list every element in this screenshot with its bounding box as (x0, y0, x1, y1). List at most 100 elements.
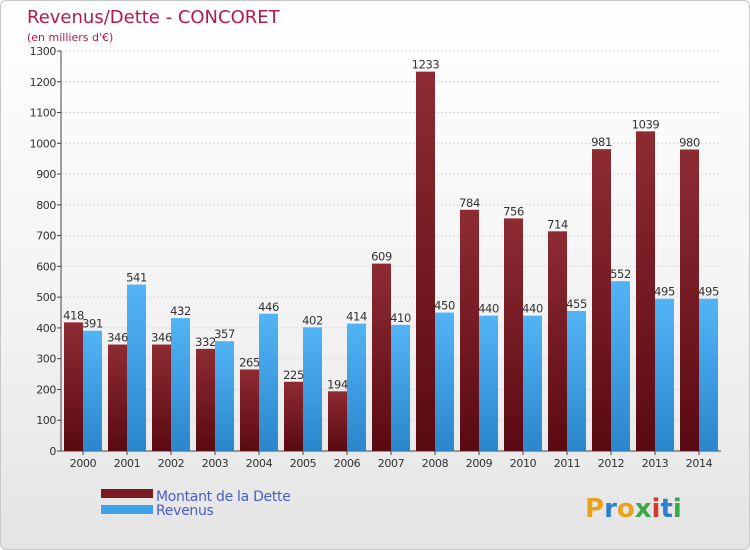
legend: Montant de la Dette Revenus (101, 489, 291, 519)
data-label-revenus: 495 (698, 285, 719, 299)
bar-revenus (171, 318, 190, 451)
data-label-dette: 225 (283, 368, 304, 382)
y-tick-label: 800 (36, 199, 56, 212)
chart-subtitle: (en milliers d'€) (27, 31, 113, 44)
y-tick-label: 1300 (30, 45, 57, 58)
data-label-revenus: 541 (126, 271, 147, 285)
x-tick-label: 2011 (554, 457, 580, 470)
bar-dette (196, 348, 215, 451)
bar-revenus (567, 311, 586, 451)
bar-revenus (655, 298, 674, 451)
x-tick-label: 2002 (158, 457, 184, 470)
legend-swatch-dette (101, 489, 153, 498)
proxiti-logo: Proxiti (585, 494, 682, 524)
y-tick-label: 400 (36, 322, 56, 335)
y-tick-label: 0 (49, 445, 56, 458)
x-tick-label: 2001 (114, 457, 140, 470)
x-tick-label: 2014 (686, 457, 713, 470)
data-label-revenus: 391 (82, 317, 103, 331)
chart-title: Revenus/Dette - CONCORET (27, 7, 281, 28)
bar-dette (372, 263, 391, 451)
logo-letter: P (585, 494, 604, 524)
data-label-dette: 194 (327, 377, 348, 391)
data-label-dette: 346 (151, 331, 172, 345)
data-label-dette: 1233 (412, 58, 440, 72)
bar-revenus (699, 298, 718, 451)
y-tick-label: 1000 (30, 137, 57, 150)
y-tick-label: 100 (36, 414, 56, 427)
bar-dette (592, 149, 611, 451)
bar-revenus (435, 312, 454, 451)
legend-swatch-revenus (101, 505, 153, 514)
data-label-revenus: 414 (346, 310, 367, 324)
bar-dette (108, 344, 127, 451)
bar-dette (64, 322, 83, 451)
data-label-revenus: 446 (258, 300, 279, 314)
x-tick-label: 2004 (246, 457, 273, 470)
data-label-revenus: 440 (522, 302, 543, 316)
data-label-revenus: 495 (654, 285, 675, 299)
data-label-revenus: 432 (170, 304, 191, 318)
x-tick-label: 2013 (642, 457, 669, 470)
data-label-dette: 418 (63, 308, 84, 322)
bar-revenus (127, 284, 146, 451)
x-tick-label: 2010 (510, 457, 537, 470)
data-label-dette: 1039 (632, 117, 660, 131)
bar-revenus (611, 281, 630, 451)
logo-letter: i (673, 494, 682, 524)
x-tick-label: 2012 (598, 457, 624, 470)
logo-letter: o (617, 494, 635, 524)
logo-letter: t (660, 494, 672, 524)
data-label-revenus: 455 (566, 297, 587, 311)
bar-revenus (83, 330, 102, 451)
x-tick-label: 2008 (422, 457, 449, 470)
y-tick-label: 500 (36, 291, 56, 304)
bar-dette (240, 369, 259, 451)
data-label-dette: 714 (547, 217, 568, 231)
x-axis-ticks: 2000 2001 2002 2003 2004 2005 2006 2007 2008 2009… (70, 451, 713, 470)
legend-label-revenus: Revenus (156, 503, 214, 519)
bar-dette (460, 209, 479, 451)
bar-dette (152, 344, 171, 451)
x-tick-label: 2003 (202, 457, 229, 470)
logo-letter: x (635, 494, 652, 524)
data-label-dette: 784 (459, 196, 480, 210)
legend-label-dette: Montant de la Dette (156, 489, 291, 505)
y-axis-ticks: 0 100 200 300 400 500 600 700 800 900 1000 1100 1200… (30, 45, 61, 458)
y-tick-label: 1200 (30, 76, 57, 89)
bar-dette (328, 391, 347, 451)
bar-dette (548, 231, 567, 451)
data-label-dette: 981 (591, 135, 612, 149)
data-label-revenus: 410 (390, 311, 411, 325)
y-tick-label: 600 (36, 260, 56, 273)
bar-dette (416, 71, 435, 451)
logo-letter: r (604, 494, 617, 524)
data-label-revenus: 402 (302, 313, 323, 327)
data-label-revenus: 552 (610, 267, 631, 281)
logo-letter: i (652, 494, 661, 524)
data-label-dette: 332 (195, 335, 216, 349)
data-label-revenus: 357 (214, 327, 235, 341)
data-label-dette: 980 (679, 135, 700, 149)
data-label-revenus: 450 (434, 299, 455, 313)
bar-dette (680, 149, 699, 451)
y-tick-label: 1100 (30, 107, 57, 120)
bar-revenus (523, 315, 542, 451)
y-tick-label: 900 (36, 168, 56, 181)
data-label-revenus: 440 (478, 302, 499, 316)
x-tick-label: 2007 (378, 457, 405, 470)
bar-dette (504, 218, 523, 451)
y-tick-label: 700 (36, 230, 56, 243)
bars (64, 71, 718, 452)
bar-revenus (391, 324, 410, 451)
logo-text: Proxiti (585, 494, 682, 524)
x-tick-label: 2000 (70, 457, 97, 470)
data-label-dette: 756 (503, 204, 524, 218)
data-label-dette: 609 (371, 250, 392, 264)
bar-revenus (479, 315, 498, 451)
y-tick-label: 300 (36, 353, 56, 366)
x-tick-label: 2009 (466, 457, 493, 470)
